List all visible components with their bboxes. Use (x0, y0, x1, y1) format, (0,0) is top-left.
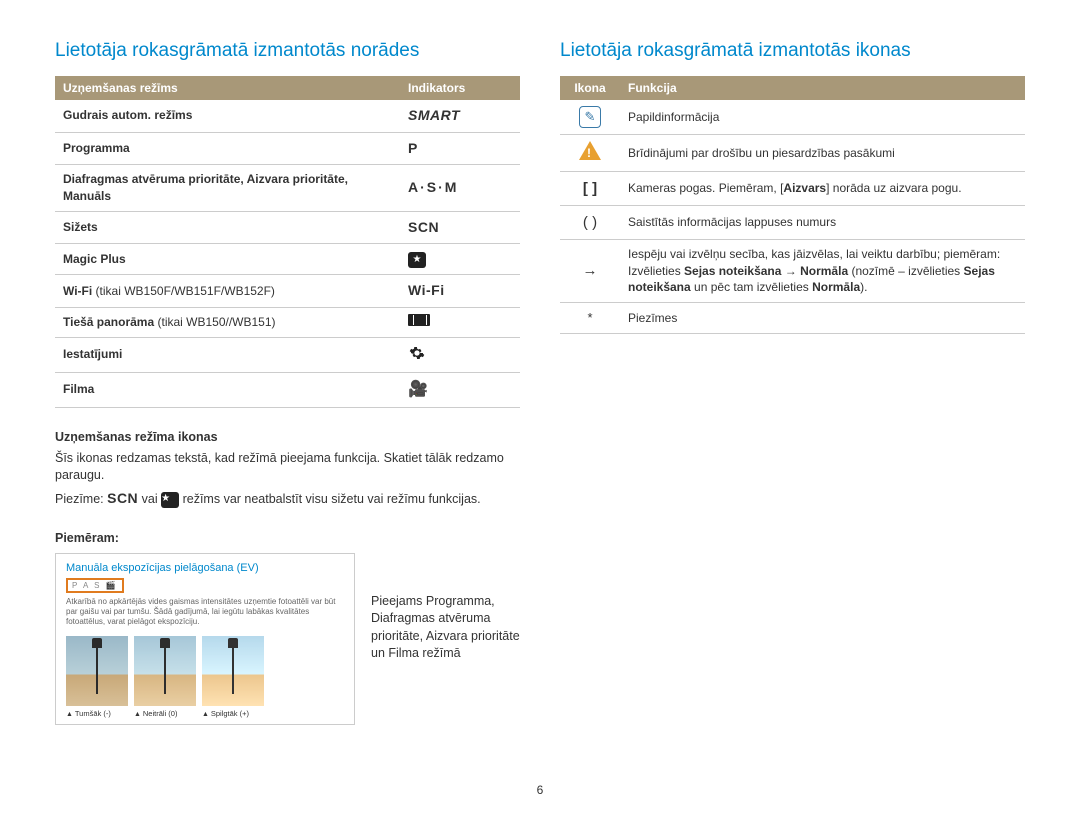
mode-label: Iestatījumi (63, 347, 122, 361)
table-row: Magic Plus ★ (55, 244, 520, 275)
icon-desc: Saistītās informācijas lappuses numurs (620, 205, 1025, 239)
magic-plus-icon: ★ (408, 252, 426, 268)
th-func: Funkcija (620, 76, 1025, 100)
page-number: 6 (537, 783, 544, 797)
table-row: → Iespēju vai izvēlņu secība, kas jāizvēl… (560, 239, 1025, 302)
mode-label: Magic Plus (63, 252, 126, 266)
mode-label: Filma (63, 382, 94, 396)
thumb-label: Spilgtāk (+) (202, 709, 264, 718)
panorama-icon (408, 314, 430, 326)
settings-icon (408, 344, 426, 362)
th-indicator: Indikators (400, 76, 520, 100)
example-side-text: Pieejams Programma, Diafragmas atvēruma … (371, 553, 520, 663)
mode-label: Sižets (63, 220, 98, 234)
info-icon: ✎ (579, 106, 601, 128)
table-row: Filma 🎥 (55, 372, 520, 407)
table-row: Iestatījumi (55, 337, 520, 372)
example-label: Piemēram: (55, 531, 520, 545)
paren-icon: ( ) (583, 214, 597, 231)
icon-desc: Papildinformācija (620, 100, 1025, 135)
table-row: Wi-Fi (tikai WB150F/WB151F/WB152F)Wi-Fi (55, 275, 520, 308)
arrow-icon: → (583, 262, 598, 279)
left-title: Lietotāja rokasgrāmatā izmantotās norāde… (55, 40, 520, 62)
table-row: ( ) Saistītās informācijas lappuses numur… (560, 205, 1025, 239)
table-row: Brīdinājumi par drošību un piesardzības … (560, 135, 1025, 172)
thumb-label: Tumšāk (-) (66, 709, 128, 718)
table-row: ✎ Papildinformācija (560, 100, 1025, 135)
sub1-note: Piezīme: SCN vai ★ režīms var neatbalstī… (55, 489, 520, 509)
icon-desc: Kameras pogas. Piemēram, [Aizvars] norād… (620, 171, 1025, 205)
example-desc: Atkarībā no apkārtējās vides gaismas int… (66, 597, 344, 628)
mode-label: Programma (63, 141, 130, 155)
table-row: Tiešā panorāma (tikai WB150//WB151) (55, 307, 520, 337)
thumb-image (202, 636, 264, 706)
icon-desc: Brīdinājumi par drošību un piesardzības … (620, 135, 1025, 172)
sub1-title: Uzņemšanas režīma ikonas (55, 430, 520, 444)
table-row: Diafragmas atvēruma prioritāte, Aizvara … (55, 165, 520, 212)
example-box: Manuāla ekspozīcijas pielāgošana (EV) P … (55, 553, 355, 725)
thumb-image (134, 636, 196, 706)
magic-plus-icon: ★ (161, 492, 179, 508)
icon-desc: Iespēju vai izvēlņu secība, kas jāizvēla… (620, 239, 1025, 302)
icon-desc: Piezīmes (620, 303, 1025, 334)
mode-label: Gudrais autom. režīms (63, 108, 192, 122)
table-row: [ ] Kameras pogas. Piemēram, [Aizvars] no… (560, 171, 1025, 205)
bracket-icon: [ ] (583, 180, 597, 197)
icon-table: Ikona Funkcija ✎ PapildinformācijaBrīdinā… (560, 76, 1025, 334)
table-row: SižetsSCN (55, 211, 520, 244)
example-title: Manuāla ekspozīcijas pielāgošana (EV) (66, 562, 344, 574)
table-row: * Piezīmes (560, 303, 1025, 334)
film-icon: 🎥 (408, 381, 428, 398)
right-title: Lietotāja rokasgrāmatā izmantotās ikonas (560, 40, 1025, 62)
mode-label: Tiešā panorāma (63, 315, 154, 329)
mode-label: Diafragmas atvēruma prioritāte, Aizvara … (63, 172, 348, 203)
table-row: ProgrammaP (55, 132, 520, 165)
table-row: Gudrais autom. režīmsSMART (55, 100, 520, 132)
thumb-label: Neitrāli (0) (134, 709, 196, 718)
th-mode: Uzņemšanas režīms (55, 76, 400, 100)
thumb-image (66, 636, 128, 706)
mode-table: Uzņemšanas režīms Indikators Gudrais aut… (55, 76, 520, 408)
warning-icon (579, 141, 601, 160)
mode-label: Wi-Fi (63, 284, 92, 298)
th-icon: Ikona (560, 76, 620, 100)
star-icon: * (587, 310, 592, 325)
sub1-p1: Šīs ikonas redzamas tekstā, kad režīmā p… (55, 450, 520, 485)
example-mode-strip: P A S 🎬 (66, 578, 124, 593)
